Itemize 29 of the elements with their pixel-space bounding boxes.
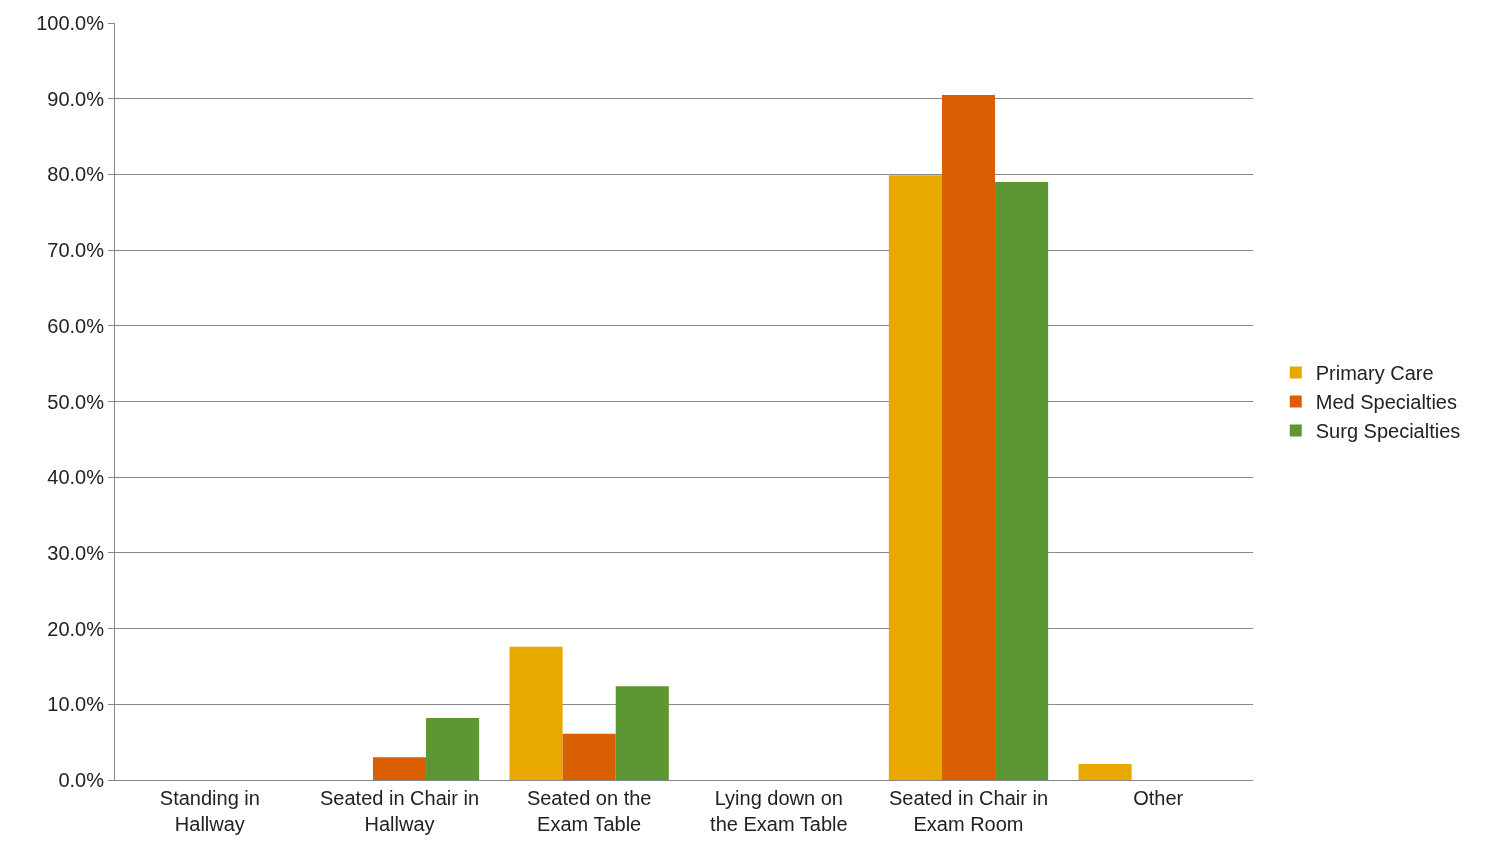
bar <box>995 181 1049 780</box>
legend-label: Primary Care <box>1315 362 1434 385</box>
bar <box>888 175 942 780</box>
bar <box>562 733 616 780</box>
bar <box>615 686 669 780</box>
y-tick-label: 0.0% <box>58 769 105 791</box>
y-tick-label: 60.0% <box>47 314 105 337</box>
y-tick-label: 40.0% <box>47 466 105 489</box>
y-tick-label: 10.0% <box>47 693 105 716</box>
legend-label: Med Specialties <box>1315 391 1457 414</box>
legend-label: Surg Specialties <box>1315 420 1461 443</box>
y-tick-label: 70.0% <box>47 239 105 262</box>
x-tick-label: Seated on the Exam Table <box>526 787 652 835</box>
y-tick-label: 50.0% <box>47 390 105 413</box>
bar <box>372 757 427 780</box>
bar <box>941 94 996 780</box>
bar <box>426 717 480 780</box>
y-tick-label: 20.0% <box>47 617 105 640</box>
x-tick-label: Standing in Hallway <box>159 787 260 835</box>
x-tick-label: Other <box>1133 787 1184 809</box>
x-tick-label: Seated in Chair in Exam Room <box>889 787 1048 835</box>
x-tick-label: Seated in Chair in Hallway <box>320 787 479 835</box>
bar <box>1078 764 1132 780</box>
y-tick-label: 80.0% <box>47 163 105 186</box>
bar <box>509 646 563 780</box>
x-tick-label: Lying down on the Exam Table <box>710 787 848 835</box>
y-tick-label: 90.0% <box>47 87 105 110</box>
y-tick-label: 100.0% <box>36 12 105 34</box>
y-tick-label: 30.0% <box>47 541 105 564</box>
